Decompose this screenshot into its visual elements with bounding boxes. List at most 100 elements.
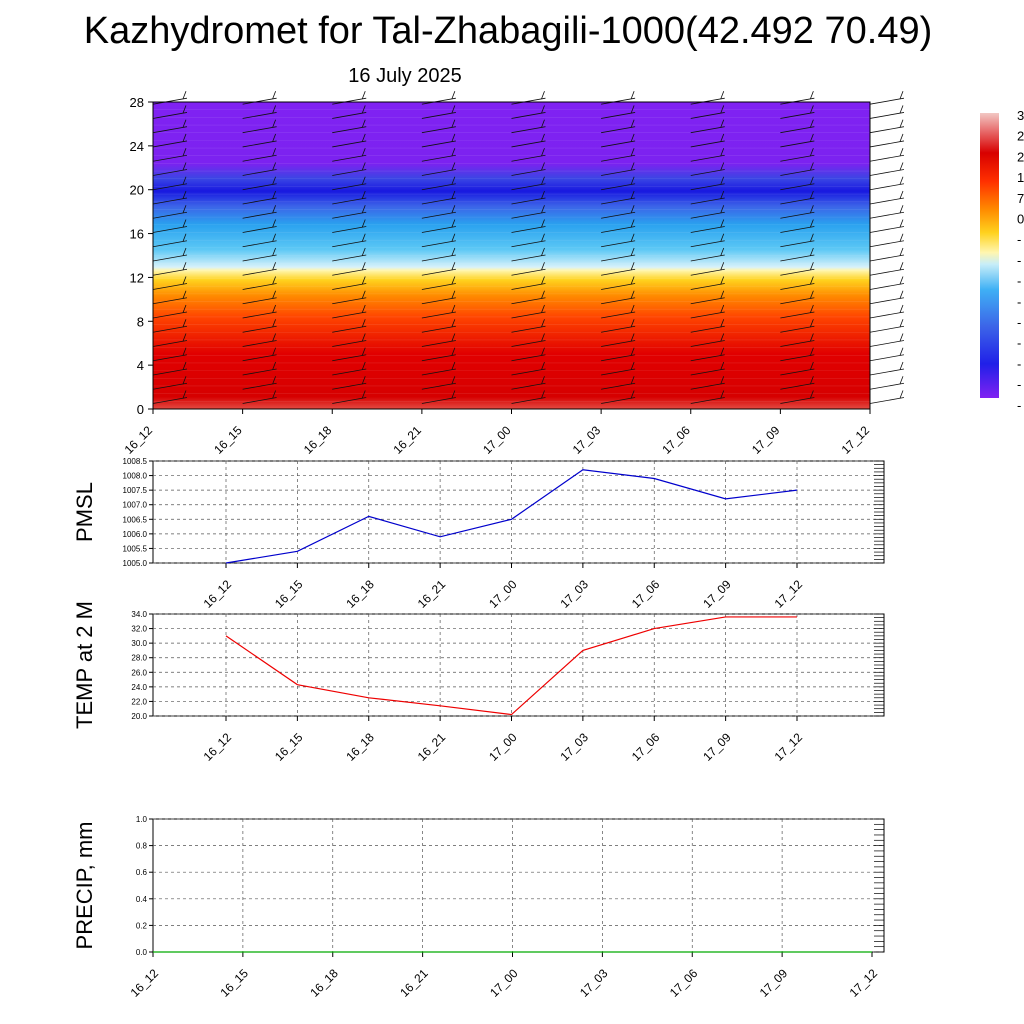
wind-barb	[869, 268, 905, 276]
wind-barb	[869, 354, 905, 362]
wind-barb	[152, 211, 188, 219]
wind-barb	[332, 197, 367, 205]
wind-barb-flag	[630, 205, 635, 214]
wind-barb	[511, 126, 546, 134]
wind-barb-flag	[272, 148, 276, 157]
wind-barb-flag	[361, 390, 366, 399]
wind-barb	[601, 183, 636, 191]
wind-barb-flag	[810, 233, 814, 242]
pmsl-x-tick-label: 17_00	[486, 577, 520, 611]
wind-barb	[152, 140, 188, 148]
wind-barb-flag	[272, 319, 276, 328]
wind-barb-flag	[451, 91, 456, 100]
wind-barb-flag	[272, 390, 276, 399]
colorbar-label: 2	[1017, 149, 1024, 164]
wind-barb	[242, 397, 277, 404]
wind-barb-flag	[630, 176, 635, 185]
wind-barb-flag	[541, 347, 545, 356]
wind-barb-flag	[810, 319, 814, 328]
wind-barb-flag	[361, 290, 366, 299]
wind-barb	[601, 297, 636, 305]
wind-barb-flag	[810, 347, 814, 356]
wind-barb-flag	[720, 247, 725, 256]
wind-barb-flag	[810, 148, 814, 157]
wind-barb-flag	[182, 247, 187, 256]
wind-barb-flag	[361, 347, 366, 356]
wind-barb	[242, 382, 277, 390]
wind-barb	[242, 97, 277, 105]
chart-date: 16 July 2025	[348, 65, 462, 87]
wind-barb	[152, 97, 188, 105]
wind-barb-flag	[361, 119, 366, 128]
wind-barb-flag	[541, 91, 545, 100]
wind-barb-flag	[451, 119, 456, 128]
wind-barb	[332, 382, 367, 390]
wind-barb	[242, 240, 277, 248]
wind-barb	[690, 354, 725, 362]
wind-barb	[152, 340, 188, 347]
wind-barb	[421, 126, 456, 134]
wind-barb-flag	[720, 91, 725, 100]
wind-barb	[152, 283, 188, 290]
wind-barb	[780, 240, 815, 248]
wind-barb	[511, 297, 546, 305]
wind-barb-flag	[720, 162, 725, 171]
wind-barb	[780, 311, 815, 319]
wind-barb	[242, 268, 277, 276]
wind-barb	[780, 254, 815, 262]
wind-barb	[152, 311, 188, 319]
wind-barb-flag	[720, 205, 725, 214]
temp-x-tick-label: 16_12	[201, 730, 235, 764]
pmsl-y-tick-label: 1008.5	[123, 457, 148, 466]
wind-barb	[601, 382, 636, 390]
wind-barb-flag	[272, 205, 276, 214]
wind-barb	[869, 140, 905, 148]
wind-barb	[601, 240, 636, 248]
wind-barb	[780, 340, 815, 347]
wind-barb-flag	[451, 319, 456, 328]
wind-barb-flag	[272, 347, 276, 356]
wind-barb	[421, 268, 456, 276]
wind-barb	[780, 397, 815, 404]
wind-barb	[869, 283, 905, 290]
wind-barb	[152, 397, 188, 404]
wind-barb-flag	[541, 190, 545, 199]
wind-barb-flag	[630, 247, 635, 256]
wind-barb	[242, 325, 277, 333]
wind-barb-flag	[541, 319, 545, 328]
wind-barb	[511, 112, 546, 119]
wind-barb	[869, 197, 905, 205]
wind-barb-flag	[361, 361, 366, 370]
wind-barb-flag	[451, 247, 456, 256]
y-tick-label: 24	[130, 139, 144, 154]
wind-barb-flag	[182, 304, 187, 313]
wind-barb-flag	[541, 276, 545, 285]
wind-barb-flag	[451, 304, 456, 313]
wind-barb-flag	[541, 333, 545, 342]
wind-barb-flag	[630, 376, 635, 385]
wind-barb-flag	[541, 133, 545, 142]
wind-barb	[421, 283, 456, 290]
wind-barb-flag	[630, 304, 635, 313]
wind-barb-flag	[272, 361, 276, 370]
wind-barb	[242, 283, 277, 290]
wind-barb	[601, 197, 636, 205]
wind-barb	[421, 311, 456, 319]
wind-barb	[332, 211, 367, 219]
precip-x-tick-label: 17_06	[667, 966, 701, 1000]
wind-barb	[690, 340, 725, 347]
wind-barb	[332, 240, 367, 248]
wind-barb-flag	[810, 247, 814, 256]
wind-barb	[690, 368, 725, 376]
wind-barb	[511, 169, 546, 176]
wind-barb	[511, 154, 546, 162]
wind-barb	[421, 211, 456, 219]
wind-barb	[152, 354, 188, 362]
wind-barb	[421, 183, 456, 191]
wind-barb	[780, 169, 815, 176]
wind-barb	[690, 382, 725, 390]
precip-y-tick-label: 0.0	[136, 948, 148, 957]
wind-barb	[152, 297, 188, 305]
wind-barb	[511, 197, 546, 205]
wind-barb	[601, 311, 636, 319]
